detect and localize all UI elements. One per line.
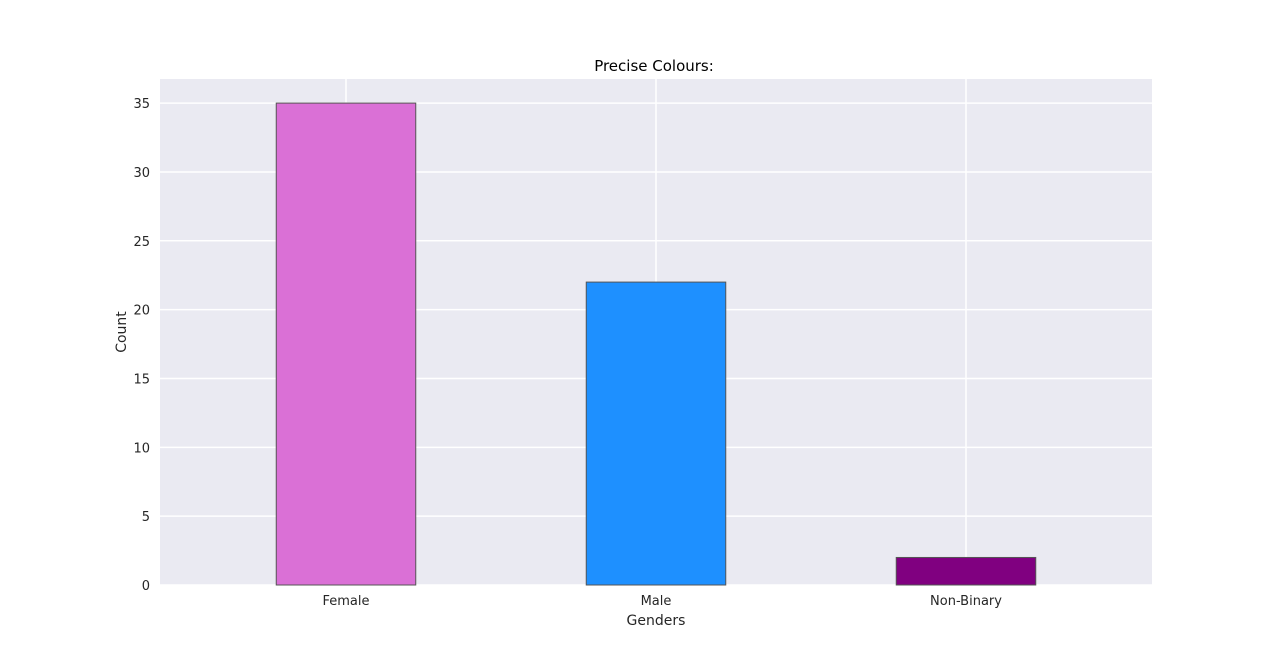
y-tick-label: 35 [133, 97, 150, 112]
x-tick-label: Male [641, 594, 672, 609]
bar-male [585, 281, 727, 586]
y-tick-label: 0 [142, 579, 150, 594]
bars [275, 102, 1037, 586]
x-tick-labels: Female Male Non-Binary [322, 594, 1002, 609]
x-tick-label: Non-Binary [930, 594, 1002, 609]
bar-female [275, 102, 417, 586]
y-tick-label: 10 [133, 441, 150, 456]
y-tick-label: 20 [133, 304, 150, 319]
bar-non-binary [895, 556, 1037, 586]
y-tick-label: 5 [142, 510, 150, 525]
y-tick-labels: 0 5 10 15 20 25 30 35 [133, 97, 150, 594]
y-tick-label: 30 [133, 166, 150, 181]
y-axis-label: Count [114, 311, 130, 353]
x-axis-label: Genders [627, 613, 686, 629]
y-tick-label: 25 [133, 235, 150, 250]
y-tick-label: 15 [133, 372, 150, 387]
chart-title: Precise Colours: [594, 57, 714, 75]
x-tick-label: Female [322, 594, 369, 609]
